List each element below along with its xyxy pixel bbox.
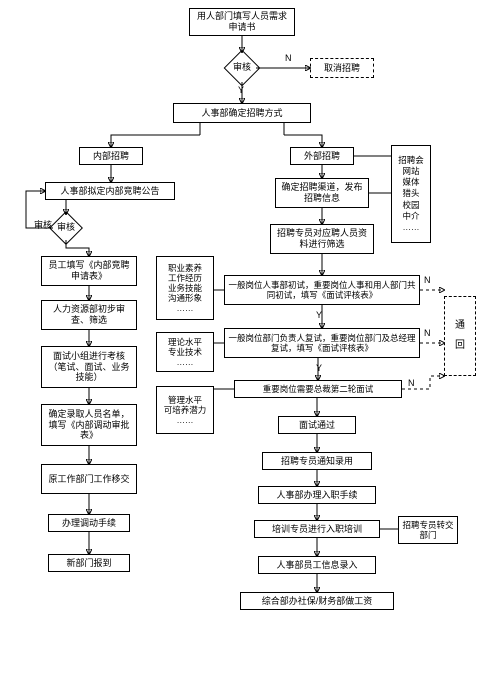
node-notify: 招聘专员通知录用	[262, 452, 372, 470]
node-start: 用人部门填写人员需求申请书	[189, 8, 295, 36]
node-external: 外部招聘	[290, 147, 354, 165]
label-y1: Y	[238, 85, 244, 95]
node-iv1: 一般岗位人事部初试，重要岗位人事和用人部门共同初试，填写《面试评核表》	[224, 275, 420, 305]
node-handover: 原工作部门工作移交	[41, 464, 137, 494]
node-cancel: 取消招聘	[310, 58, 374, 78]
node-audit1-label: 审核	[231, 60, 253, 73]
node-mgmt: 管理水平可培养潜力……	[156, 386, 214, 434]
label-y-iv1: Y	[316, 310, 322, 320]
node-trainer: 招聘专员转交部门	[398, 516, 458, 544]
node-internal: 内部招聘	[79, 147, 143, 165]
label-n1: N	[285, 53, 292, 63]
node-transfer: 办理调动手续	[48, 514, 130, 532]
node-finish: 综合部办社保/财务部做工资	[240, 592, 394, 610]
node-reject: 通回	[444, 296, 476, 376]
node-audit2-label: 审核	[56, 220, 76, 233]
node-train: 培训专员进行入职培训	[254, 520, 380, 538]
node-hr-screen: 人力资源部初步审查、筛选	[41, 300, 137, 330]
label-n-iv3: N	[408, 378, 415, 388]
label-y-iv2: Y	[316, 363, 322, 373]
node-emp-fill: 员工填写《内部竞聘申请表》	[41, 256, 137, 286]
node-screen-ext: 招聘专员对应聘人员资料进行筛选	[270, 224, 374, 254]
node-iv2: 一般岗位部门负责人复试，重要岗位部门及总经理复试，填写《面试评核表》	[224, 328, 420, 358]
node-int-notice: 人事部拟定内部竞聘公告	[45, 182, 175, 200]
flowchart-canvas: 用人部门填写人员需求申请书 审核 Y N 取消招聘 人事部确定招聘方式 内部招聘…	[0, 0, 500, 682]
node-method: 人事部确定招聘方式	[173, 103, 311, 123]
node-int-test: 面试小组进行考核（笔试、面试、业务技能）	[41, 346, 137, 388]
label-audit2-text: 审核	[34, 218, 52, 231]
node-int-confirm: 确定录取人员名单，填写《内部调动审批表》	[41, 404, 137, 446]
node-info-entry: 人事部员工信息录入	[258, 556, 376, 574]
node-pass: 面试通过	[278, 416, 356, 434]
node-quality: 职业素养工作经历业务技能沟通形象……	[156, 256, 214, 320]
label-n-iv2: N	[424, 328, 431, 338]
node-channels-list: 招聘会网站媒体猎头校园中介……	[391, 145, 431, 243]
node-theory: 理论水平专业技术……	[156, 332, 214, 372]
node-onboard: 人事部办理入职手续	[258, 486, 376, 504]
label-n-iv1: N	[424, 275, 431, 285]
node-iv3: 重要岗位需要总裁第二轮面试	[234, 380, 402, 398]
node-new-dept: 新部门报到	[48, 554, 130, 572]
node-channel: 确定招聘渠道，发布招聘信息	[275, 178, 369, 208]
